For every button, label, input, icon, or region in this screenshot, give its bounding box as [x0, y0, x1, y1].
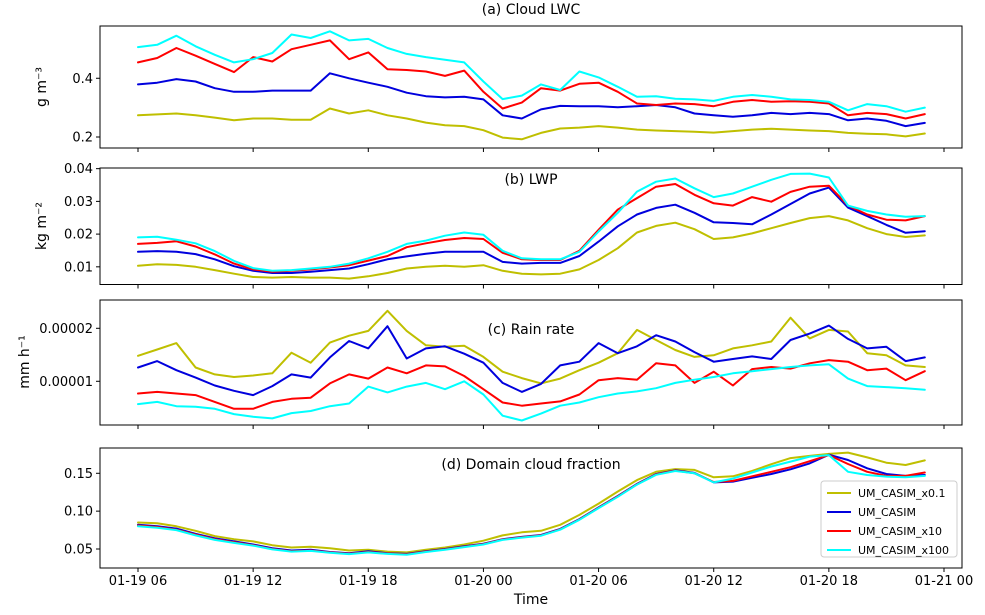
x-tick-label: 01-20 00: [454, 574, 512, 589]
y-tick-label: 0.02: [64, 228, 93, 243]
panel-c-frame: [99, 299, 963, 426]
y-tick-label: 0.2: [72, 130, 93, 145]
series-line-UM_CASIM-panel-a: [137, 72, 926, 128]
x-tick-label: 01-19 18: [339, 574, 397, 589]
panel-a-frame: [99, 25, 963, 149]
series-line-UM_CASIM_x100-panel-a: [137, 30, 926, 113]
series-line-UM_CASIM_x100-panel-b: [137, 172, 926, 272]
panel-a: 0.2 0.4: [72, 25, 963, 152]
y-tick-label: 0.03: [64, 195, 93, 210]
panel-b-title: (b) LWP: [504, 172, 558, 188]
panel-c-title: (c) Rain rate: [487, 322, 575, 338]
panel-c-ylabel: mm h⁻¹: [17, 335, 33, 389]
legend: UM_CASIM_x0.1 UM_CASIM UM_CASIM_x10 UM_CASI…: [820, 480, 958, 558]
series-line-UM_CASIM_x0.1-panel-c: [137, 309, 926, 385]
legend-label-UM_CASIM_x10: UM_CASIM_x10: [858, 525, 942, 538]
y-tick-label: 0.05: [64, 542, 93, 557]
series-line-UM_CASIM_x0.1-panel-a: [137, 107, 926, 141]
x-tick-label: 01-20 12: [684, 574, 742, 589]
panel-a-title: (a) Cloud LWC: [481, 2, 581, 18]
series-line-UM_CASIM-panel-b: [137, 186, 926, 274]
y-tick-label: 0.4: [72, 72, 93, 87]
legend-label-UM_CASIM: UM_CASIM: [858, 506, 916, 519]
panel-b: 0.01 0.02 0.03 0.04: [64, 162, 963, 289]
panel-d-title: (d) Domain cloud fraction: [441, 457, 621, 473]
y-tick-label: 0.00001: [39, 375, 93, 390]
panel-d-frame: [99, 447, 963, 569]
series-line-UM_CASIM_x10-panel-a: [137, 39, 926, 120]
series-line-UM_CASIM_x100-panel-d: [137, 454, 926, 556]
y-tick-label: 0.04: [64, 162, 93, 177]
x-axis-label: Time: [513, 592, 549, 608]
y-tick-label: 0.01: [64, 260, 93, 275]
x-tick-label: 01-20 06: [569, 574, 627, 589]
x-tick-label: 01-19 06: [109, 574, 167, 589]
y-tick-label: 0.10: [64, 505, 93, 520]
series-line-UM_CASIM_x10-panel-c: [137, 359, 926, 410]
x-tick-label: 01-19 12: [224, 574, 282, 589]
series-line-UM_CASIM_x0.1-panel-d: [137, 451, 926, 554]
series-line-UM_CASIM_x0.1-panel-b: [137, 215, 926, 280]
panel-b-ylabel: kg m⁻²: [34, 201, 50, 251]
y-tick-label: 0.00002: [39, 322, 93, 337]
panel-c: 0.00001 0.00002: [39, 299, 963, 429]
panel-d: 0.05 0.10 0.15 01-19 06 01-19 12 01-19 18 01-2…: [64, 447, 973, 589]
legend-box: [820, 480, 958, 558]
panel-a-ylabel: g m⁻³: [34, 67, 50, 107]
series-line-UM_CASIM_x100-panel-c: [137, 363, 926, 422]
y-tick-label: 0.15: [64, 467, 93, 482]
legend-label-UM_CASIM_x100: UM_CASIM_x100: [858, 544, 949, 557]
x-tick-label: 01-20 18: [800, 574, 858, 589]
series-line-UM_CASIM-panel-c: [137, 324, 926, 397]
panel-b-frame: [99, 167, 963, 285]
x-tick-label: 01-21 00: [915, 574, 973, 589]
legend-label-UM_CASIM_x0.1: UM_CASIM_x0.1: [858, 487, 945, 500]
